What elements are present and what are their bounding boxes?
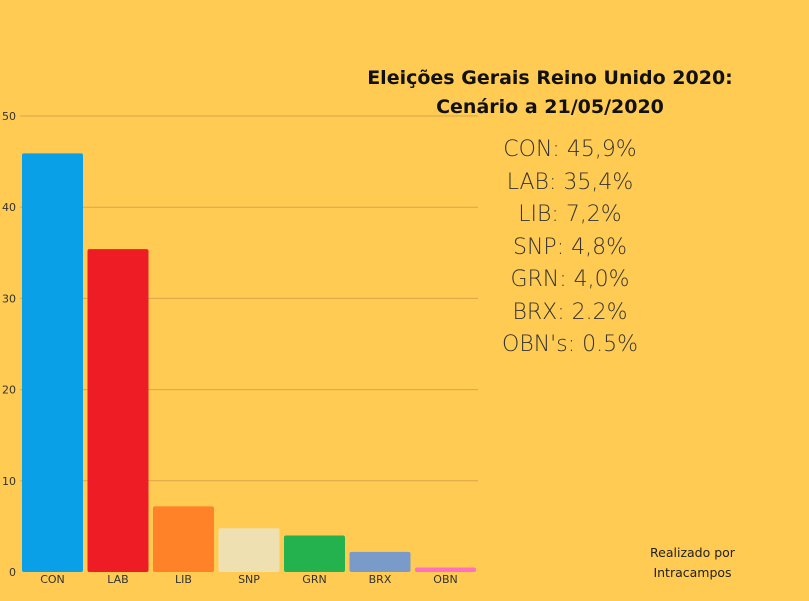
chart-title: Eleições Gerais Reino Unido 2020: Cenári…: [340, 64, 760, 122]
result-con: CON: 45,9%: [503, 137, 637, 162]
y-tick-label: 50: [2, 110, 16, 123]
x-tick-label: CON: [40, 573, 65, 586]
x-tick-label: GRN: [302, 573, 326, 586]
credit-line-2: Intracampos: [653, 565, 732, 580]
bar-brx: [349, 551, 411, 572]
bar-lab: [87, 249, 149, 573]
bar-grn: [284, 535, 345, 572]
bars: [22, 153, 476, 573]
x-tick-label: OBN: [433, 573, 457, 586]
bar-obn: [415, 567, 476, 572]
result-snp: SNP: 4,8%: [513, 234, 627, 260]
x-tick-label: LIB: [175, 573, 192, 586]
result-lib: LIB: 7,2%: [518, 202, 622, 227]
bar-lib: [153, 506, 214, 572]
y-tick-label: 40: [2, 201, 16, 214]
result-obn: OBN's: 0.5%: [502, 332, 638, 357]
result-brx: BRX: 2.2%: [512, 299, 628, 325]
y-axis-ticks: 0 10 20 30 40 50: [2, 110, 16, 579]
x-axis-ticks: CON LAB LIB SNP GRN BRX OBN: [40, 573, 458, 586]
y-tick-label: 30: [2, 292, 16, 305]
bar-snp: [218, 528, 280, 572]
x-tick-label: SNP: [238, 573, 260, 586]
credit-note: Realizado por Intracampos: [630, 543, 755, 583]
x-tick-label: LAB: [107, 573, 128, 586]
y-tick-label: 20: [2, 384, 16, 397]
results-list: CON: 45,9% LAB: 35,4% LIB: 7,2% SNP: 4,8…: [470, 134, 670, 362]
chart-title-line-1: Eleições Gerais Reino Unido 2020:: [367, 67, 733, 89]
credit-line-1: Realizado por: [650, 545, 735, 560]
result-lab: LAB: 35,4%: [506, 169, 634, 195]
result-grn: GRN: 4,0%: [510, 267, 630, 292]
bar-con: [22, 153, 83, 572]
chart-title-line-2: Cenário a 21/05/2020: [436, 96, 664, 118]
y-tick-label: 10: [2, 475, 16, 488]
y-tick-label: 0: [9, 566, 16, 579]
x-tick-label: BRX: [369, 573, 392, 586]
